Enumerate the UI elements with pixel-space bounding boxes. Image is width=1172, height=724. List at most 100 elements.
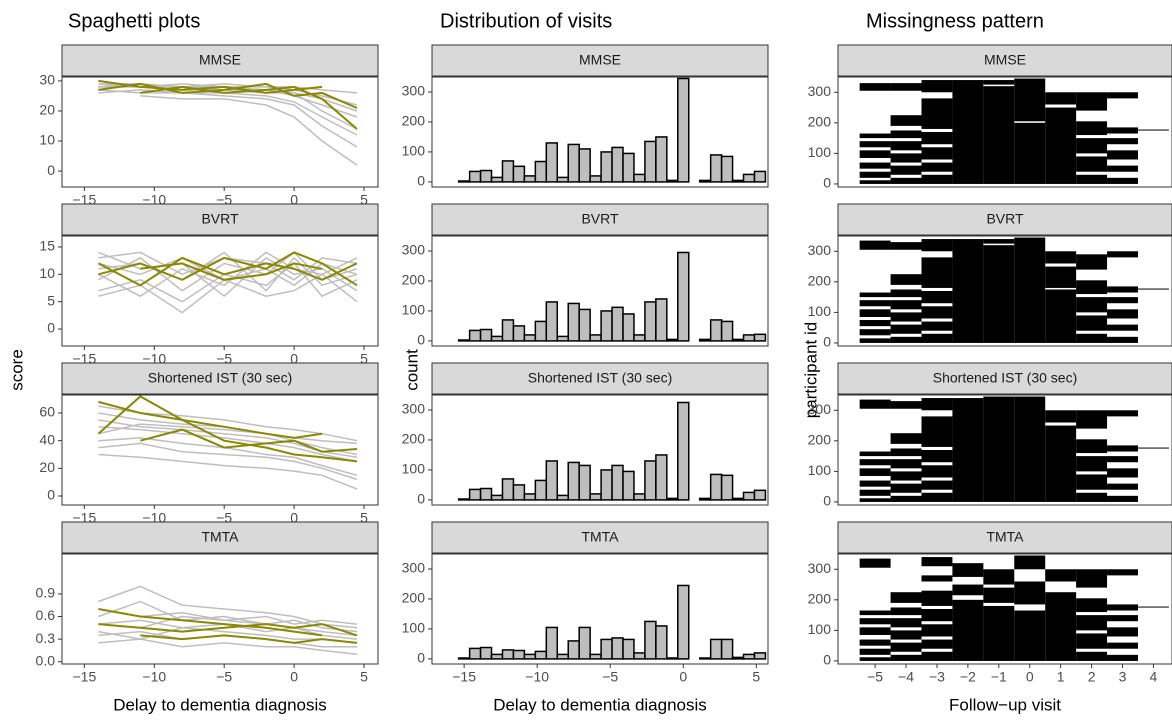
y-tick-label: 300 — [402, 401, 426, 417]
histogram-bar — [534, 320, 548, 342]
histogram-bar — [534, 479, 548, 501]
present-tile — [859, 292, 891, 298]
present-tile — [890, 336, 922, 343]
histogram-bar — [753, 333, 767, 342]
present-tile — [890, 654, 922, 661]
histogram-bar — [753, 652, 767, 660]
y-tick-label: 300 — [808, 401, 832, 417]
y-tick-label: 300 — [402, 560, 426, 576]
present-tile — [1014, 122, 1046, 184]
column-title: Missingness pattern — [866, 10, 1044, 32]
histogram-bar — [622, 152, 635, 183]
histogram-bar — [589, 493, 602, 501]
histogram-bar — [589, 653, 602, 660]
present-tile — [1045, 107, 1077, 184]
present-tile — [859, 459, 891, 466]
histogram-bar — [490, 494, 504, 501]
present-tile — [890, 471, 922, 481]
series-line — [98, 423, 358, 445]
histogram-bar — [468, 647, 482, 660]
histogram-bar — [731, 656, 745, 660]
present-tile — [1045, 569, 1077, 582]
histogram-bar — [600, 469, 613, 501]
present-tile — [890, 630, 922, 640]
present-tile — [1107, 456, 1138, 463]
strip-background — [61, 521, 379, 554]
series-line — [98, 426, 358, 463]
present-tile — [859, 399, 891, 409]
present-tile — [1107, 251, 1138, 258]
y-tick-label: 10 — [39, 265, 55, 281]
present-tile — [859, 480, 891, 487]
histogram-bar — [457, 657, 471, 660]
y-tick-label: 100 — [808, 462, 832, 478]
histogram-bar — [720, 155, 734, 183]
histogram-bar — [709, 638, 723, 660]
histogram-bar — [578, 148, 591, 183]
x-tick-label: −4 — [898, 669, 914, 685]
histogram-bar — [731, 497, 745, 501]
strip-label: Shortened IST (30 sec) — [148, 370, 292, 386]
histogram-bar — [655, 298, 668, 342]
histogram-bar — [490, 176, 504, 183]
strip-background — [61, 203, 379, 236]
present-tile — [890, 495, 922, 502]
panel-border — [431, 76, 769, 188]
y-tick-label: 0 — [417, 491, 425, 507]
y-tick-label: 40 — [39, 431, 55, 447]
present-tile — [1076, 439, 1108, 454]
series-line — [98, 89, 358, 136]
y-tick-label: 200 — [402, 272, 426, 288]
histogram-bar — [501, 649, 515, 660]
x-tick-label: 1 — [1057, 669, 1065, 685]
y-tick-label: 300 — [402, 242, 426, 258]
series-line — [98, 251, 358, 287]
present-tile — [1107, 483, 1138, 490]
series-line — [140, 634, 358, 644]
x-tick-label: 5 — [752, 669, 760, 685]
present-tile — [1107, 127, 1138, 134]
series-line — [140, 262, 323, 281]
histogram-bar — [556, 335, 569, 342]
present-tile — [859, 171, 891, 178]
panel-border — [837, 235, 1172, 347]
histogram-bar — [720, 320, 734, 342]
present-tile — [1107, 177, 1138, 184]
x-axis-label: Delay to dementia diagnosis — [113, 695, 327, 714]
histogram-bar — [644, 620, 657, 660]
panel-border — [61, 553, 379, 665]
present-tile — [890, 642, 922, 652]
histogram-bar — [545, 142, 559, 183]
present-tile — [1076, 254, 1108, 270]
present-tile — [1107, 92, 1138, 99]
panel-border — [61, 76, 379, 188]
histogram-bar — [523, 334, 537, 342]
present-tile — [1107, 495, 1138, 502]
histogram-bar — [600, 151, 613, 183]
strip-label: TMTA — [986, 529, 1024, 545]
histogram-bar — [512, 325, 526, 342]
y-tick-label: 200 — [808, 432, 832, 448]
present-tile — [1014, 610, 1046, 661]
x-tick-label: 0 — [290, 351, 298, 367]
strip-background — [431, 362, 769, 395]
histogram-bar — [633, 334, 646, 342]
present-tile — [952, 239, 984, 343]
present-tile — [859, 320, 891, 327]
present-tile — [1137, 288, 1169, 290]
histogram-bar — [457, 498, 471, 501]
histogram-bar — [753, 170, 767, 183]
present-tile — [921, 147, 953, 160]
x-tick-label: −3 — [929, 669, 945, 685]
histogram-bar — [731, 338, 745, 342]
series-line — [98, 585, 358, 629]
y-tick-label: 20 — [39, 459, 55, 475]
y-tick-label: 300 — [808, 83, 832, 99]
present-tile — [921, 257, 953, 288]
present-tile — [1045, 425, 1077, 502]
present-tile — [859, 141, 891, 148]
histogram-bar — [633, 652, 646, 660]
y-tick-label: 0 — [417, 332, 425, 348]
histogram-bar — [501, 160, 515, 183]
